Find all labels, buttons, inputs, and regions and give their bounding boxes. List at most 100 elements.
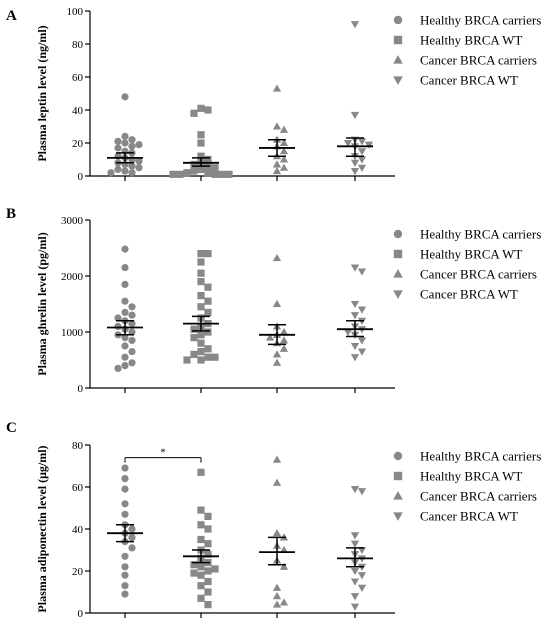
legend-marker-triangle-down bbox=[393, 290, 403, 299]
data-point bbox=[121, 280, 129, 288]
legend-marker-circle bbox=[393, 229, 403, 239]
data-point bbox=[197, 339, 205, 347]
legend-label: Cancer BRCA carriers bbox=[420, 267, 537, 282]
data-point bbox=[128, 533, 136, 542]
data-point bbox=[350, 21, 360, 29]
data-point bbox=[272, 455, 282, 463]
data-point bbox=[204, 588, 212, 596]
data-point bbox=[279, 163, 289, 171]
data-point bbox=[350, 540, 360, 548]
y-tick-label: 80 bbox=[72, 440, 84, 452]
data-point bbox=[204, 283, 212, 291]
legend-label: Healthy BRCA carriers bbox=[420, 449, 541, 464]
data-point bbox=[343, 328, 353, 337]
data-point bbox=[204, 353, 212, 361]
data-point bbox=[197, 303, 205, 311]
legend-marker-triangle-down bbox=[393, 76, 403, 85]
data-point bbox=[121, 590, 129, 598]
data-point bbox=[121, 132, 129, 140]
data-point bbox=[204, 550, 212, 558]
data-point bbox=[197, 331, 205, 339]
data-point bbox=[121, 500, 129, 508]
data-point bbox=[204, 512, 212, 520]
legend-label: Healthy BRCA WT bbox=[420, 33, 522, 48]
data-point bbox=[211, 164, 219, 172]
data-point bbox=[114, 364, 122, 372]
legend: Healthy BRCA carriers Healthy BRCA WT Canc… bbox=[393, 227, 541, 302]
y-tick-label: 0 bbox=[78, 608, 84, 620]
data-point bbox=[121, 334, 129, 342]
data-point bbox=[357, 138, 367, 146]
legend-marker-square bbox=[393, 35, 403, 45]
y-tick-label: 100 bbox=[67, 6, 84, 18]
data-point bbox=[357, 148, 367, 156]
data-point bbox=[128, 544, 136, 552]
data-point bbox=[197, 104, 205, 112]
data-point bbox=[121, 297, 129, 305]
data-point bbox=[190, 569, 198, 577]
data-point bbox=[357, 337, 367, 345]
y-tick-label: 80 bbox=[72, 39, 84, 51]
data-point bbox=[350, 532, 360, 540]
data-point bbox=[279, 327, 289, 336]
y-tick-label: 60 bbox=[72, 482, 84, 494]
group-triangle-down bbox=[337, 264, 373, 362]
data-point bbox=[128, 348, 136, 356]
data-point bbox=[357, 348, 367, 356]
data-point bbox=[121, 485, 129, 493]
data-point bbox=[190, 334, 198, 342]
legend-label: Healthy BRCA WT bbox=[420, 469, 522, 484]
data-point bbox=[350, 354, 360, 362]
y-tick-label: 0 bbox=[78, 383, 84, 395]
y-tick-label: 20 bbox=[72, 566, 84, 578]
legend: Healthy BRCA carriers Healthy BRCA WT Canc… bbox=[393, 449, 541, 524]
panel-letter: C bbox=[6, 420, 17, 436]
data-point bbox=[128, 303, 136, 311]
legend-label: Cancer BRCA WT bbox=[420, 287, 518, 302]
panel-A: A Plasma leptin level (ng/ml) 0 20 40 60 80 100… bbox=[6, 6, 541, 183]
data-point bbox=[121, 475, 129, 483]
data-point bbox=[204, 525, 212, 533]
data-point bbox=[272, 160, 282, 168]
data-point bbox=[121, 308, 129, 316]
data-point bbox=[279, 562, 289, 570]
data-point bbox=[128, 320, 136, 328]
data-point bbox=[121, 582, 129, 590]
panel-letter: A bbox=[6, 8, 17, 24]
data-point bbox=[272, 529, 282, 537]
legend-marker-triangle-down bbox=[393, 512, 403, 521]
data-point bbox=[225, 170, 233, 178]
data-point bbox=[114, 144, 122, 152]
data-point bbox=[183, 356, 191, 364]
group-circle bbox=[107, 93, 143, 177]
data-point bbox=[197, 506, 205, 514]
data-point bbox=[211, 565, 219, 573]
data-point bbox=[197, 563, 205, 571]
group-square bbox=[183, 468, 219, 609]
data-point bbox=[265, 333, 275, 341]
y-axis-label: Plasma leptin level (ng/ml) bbox=[35, 25, 49, 161]
data-point bbox=[204, 345, 212, 353]
data-point bbox=[357, 306, 367, 314]
data-point bbox=[204, 297, 212, 305]
data-point bbox=[357, 268, 367, 276]
data-point bbox=[357, 546, 367, 555]
data-point bbox=[128, 336, 136, 344]
group-circle bbox=[107, 245, 143, 372]
data-point bbox=[197, 278, 205, 286]
data-point bbox=[279, 147, 289, 155]
data-point bbox=[204, 250, 212, 258]
data-point bbox=[272, 592, 282, 600]
data-point bbox=[204, 169, 212, 177]
group-square bbox=[183, 250, 219, 364]
data-point bbox=[350, 603, 360, 611]
data-point bbox=[197, 258, 205, 266]
data-point bbox=[350, 312, 360, 320]
data-point bbox=[114, 314, 122, 322]
data-point bbox=[272, 166, 282, 175]
data-point bbox=[128, 525, 136, 533]
data-point bbox=[114, 137, 122, 145]
group-triangle-up bbox=[259, 84, 295, 175]
data-point bbox=[135, 157, 143, 165]
